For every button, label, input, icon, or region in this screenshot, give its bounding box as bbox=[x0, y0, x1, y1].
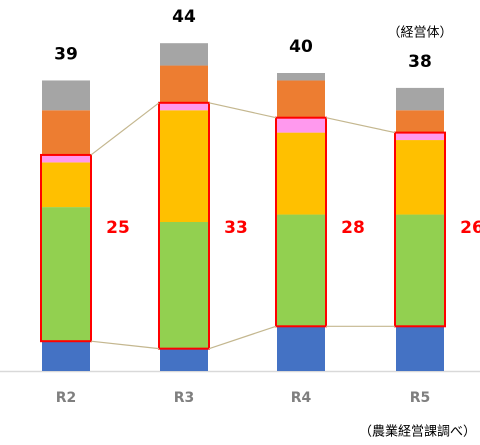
bar-segment bbox=[160, 348, 208, 371]
box-value-label: 25 bbox=[106, 218, 130, 238]
bar-segment bbox=[277, 73, 325, 81]
bar-segment bbox=[396, 326, 444, 371]
connector bbox=[90, 340, 160, 350]
box-value-label: 28 bbox=[341, 218, 365, 238]
box-outline bbox=[275, 116, 327, 328]
bar-segment bbox=[277, 80, 325, 118]
bar-segment bbox=[160, 43, 208, 66]
bar-segment bbox=[396, 87, 444, 111]
bar-segment bbox=[42, 341, 90, 371]
connector bbox=[90, 102, 160, 156]
box-value-label: 33 bbox=[224, 218, 248, 238]
source-note: （農業経営課調べ） bbox=[359, 424, 476, 440]
box-value-label: 26 bbox=[460, 218, 480, 238]
total-label: 38 bbox=[408, 52, 432, 72]
total-label: 39 bbox=[54, 44, 78, 64]
bar-segment bbox=[160, 65, 208, 103]
unit-label: （経営体） bbox=[387, 26, 452, 41]
x-tick-label: R2 bbox=[56, 390, 77, 406]
bar-segment bbox=[160, 110, 208, 222]
bar-segment bbox=[160, 222, 208, 349]
bar-segment bbox=[42, 162, 90, 208]
total-label: 44 bbox=[172, 7, 196, 27]
bar-segment bbox=[42, 207, 90, 342]
x-tick-label: R4 bbox=[291, 390, 312, 406]
box-outline bbox=[394, 131, 446, 328]
connector bbox=[325, 117, 396, 134]
bar-segment bbox=[277, 214, 325, 327]
bar-segment bbox=[396, 140, 444, 215]
connector bbox=[208, 325, 277, 350]
connector bbox=[208, 102, 277, 119]
x-tick-label: R3 bbox=[174, 390, 195, 406]
bar-segment bbox=[396, 132, 444, 141]
bar-segment bbox=[396, 110, 444, 133]
box-outline bbox=[158, 101, 210, 350]
bar-segment bbox=[277, 326, 325, 371]
bar-segment bbox=[42, 154, 90, 163]
bar-segment bbox=[277, 132, 325, 215]
bar-segment bbox=[277, 117, 325, 133]
bar-segment bbox=[396, 214, 444, 327]
bar-segment bbox=[42, 80, 90, 111]
box-outline bbox=[40, 153, 92, 343]
total-label: 40 bbox=[289, 37, 313, 57]
x-tick-label: R5 bbox=[410, 390, 431, 406]
bar-segment bbox=[160, 102, 208, 111]
bar-segment bbox=[42, 110, 90, 155]
